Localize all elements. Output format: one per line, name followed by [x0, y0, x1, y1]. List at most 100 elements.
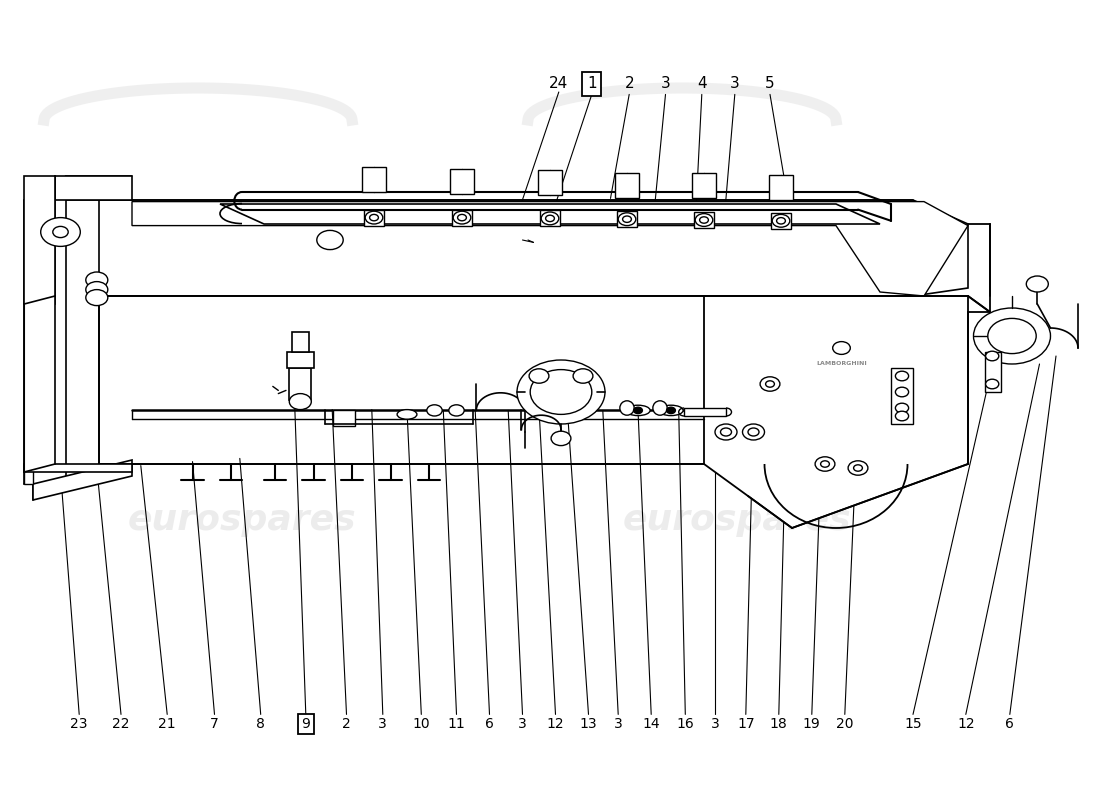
Text: 3: 3	[614, 717, 623, 731]
Polygon shape	[364, 210, 384, 226]
Circle shape	[777, 218, 785, 224]
Circle shape	[573, 369, 593, 383]
Text: 19: 19	[803, 717, 821, 731]
Circle shape	[895, 403, 909, 413]
Text: eurospares: eurospares	[623, 503, 851, 537]
Polygon shape	[538, 170, 562, 195]
Text: 15: 15	[904, 717, 922, 731]
Circle shape	[370, 214, 378, 221]
Text: 2: 2	[342, 717, 351, 731]
Text: 20: 20	[836, 717, 854, 731]
Polygon shape	[132, 202, 968, 296]
Ellipse shape	[659, 406, 683, 416]
Text: eurospares: eurospares	[623, 207, 851, 241]
Polygon shape	[333, 410, 355, 426]
Text: eurospares: eurospares	[128, 503, 356, 537]
Circle shape	[986, 379, 999, 389]
Text: LAMBORGHINI: LAMBORGHINI	[816, 362, 867, 366]
Text: 4: 4	[697, 77, 706, 91]
Polygon shape	[220, 204, 880, 224]
Circle shape	[317, 230, 343, 250]
Circle shape	[86, 272, 108, 288]
Ellipse shape	[619, 401, 634, 415]
Circle shape	[365, 211, 383, 224]
Text: eurospares: eurospares	[128, 207, 356, 241]
Text: 6: 6	[1005, 717, 1014, 731]
Circle shape	[833, 342, 850, 354]
Text: 12: 12	[547, 717, 564, 731]
Polygon shape	[450, 169, 474, 194]
Polygon shape	[24, 464, 132, 472]
Polygon shape	[99, 200, 968, 296]
Polygon shape	[24, 200, 33, 484]
Circle shape	[988, 318, 1036, 354]
Circle shape	[974, 308, 1050, 364]
Circle shape	[815, 457, 835, 471]
Text: 1: 1	[587, 77, 596, 91]
Circle shape	[449, 405, 464, 416]
Polygon shape	[287, 352, 314, 368]
Polygon shape	[452, 210, 472, 226]
Circle shape	[618, 213, 636, 226]
Text: 13: 13	[580, 717, 597, 731]
Ellipse shape	[626, 406, 650, 416]
Circle shape	[289, 394, 311, 410]
Circle shape	[41, 218, 80, 246]
Polygon shape	[289, 368, 311, 400]
Polygon shape	[33, 176, 66, 500]
Polygon shape	[704, 296, 990, 528]
Circle shape	[986, 351, 999, 361]
Text: 2: 2	[625, 77, 634, 91]
Text: 21: 21	[158, 717, 176, 731]
Circle shape	[551, 431, 571, 446]
Circle shape	[427, 405, 442, 416]
Text: 24: 24	[549, 77, 569, 91]
Circle shape	[86, 282, 108, 298]
Text: 10: 10	[412, 717, 430, 731]
Circle shape	[748, 428, 759, 436]
Text: 8: 8	[256, 717, 265, 731]
Circle shape	[895, 411, 909, 421]
Text: 11: 11	[448, 717, 465, 731]
Circle shape	[895, 371, 909, 381]
Circle shape	[623, 216, 631, 222]
Circle shape	[517, 360, 605, 424]
Circle shape	[53, 226, 68, 238]
Circle shape	[766, 381, 774, 387]
Text: 7: 7	[210, 717, 219, 731]
Circle shape	[634, 407, 642, 414]
Circle shape	[530, 370, 592, 414]
Circle shape	[529, 369, 549, 383]
Circle shape	[715, 424, 737, 440]
Polygon shape	[771, 213, 791, 229]
Polygon shape	[292, 332, 309, 352]
Circle shape	[854, 465, 862, 471]
Polygon shape	[55, 296, 990, 464]
Text: 22: 22	[112, 717, 130, 731]
Circle shape	[821, 461, 829, 467]
Polygon shape	[692, 174, 716, 198]
Circle shape	[667, 407, 675, 414]
Text: 23: 23	[70, 717, 88, 731]
Circle shape	[453, 211, 471, 224]
Circle shape	[695, 214, 713, 226]
Polygon shape	[33, 460, 132, 500]
Polygon shape	[24, 296, 55, 472]
Polygon shape	[769, 175, 793, 200]
Circle shape	[848, 461, 868, 475]
Polygon shape	[617, 211, 637, 227]
Circle shape	[760, 377, 780, 391]
Circle shape	[772, 214, 790, 227]
Ellipse shape	[397, 410, 417, 419]
Polygon shape	[33, 176, 132, 200]
Circle shape	[720, 428, 732, 436]
Ellipse shape	[652, 401, 667, 415]
Polygon shape	[55, 176, 132, 200]
Polygon shape	[891, 368, 913, 424]
Polygon shape	[984, 352, 1001, 392]
Circle shape	[541, 212, 559, 225]
Polygon shape	[615, 173, 639, 198]
Text: 3: 3	[661, 77, 670, 91]
Circle shape	[1026, 276, 1048, 292]
Text: 12: 12	[957, 717, 975, 731]
